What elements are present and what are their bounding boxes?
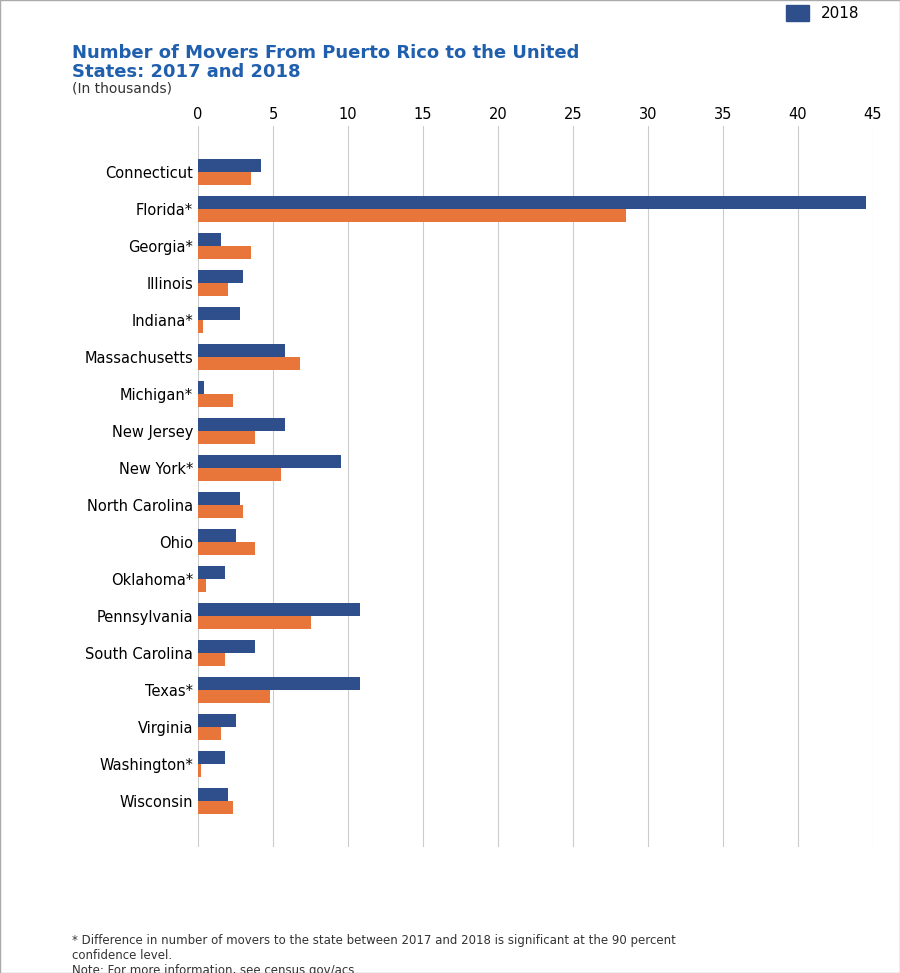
Bar bbox=[198, 640, 255, 653]
Bar bbox=[198, 616, 310, 629]
Bar bbox=[198, 209, 626, 222]
Bar bbox=[198, 677, 360, 690]
Bar bbox=[198, 579, 205, 592]
Bar bbox=[198, 431, 255, 444]
Bar bbox=[198, 394, 232, 407]
Bar bbox=[198, 529, 236, 542]
Bar bbox=[198, 455, 340, 468]
Text: (In thousands): (In thousands) bbox=[72, 82, 172, 95]
Bar bbox=[198, 234, 220, 246]
Bar bbox=[198, 505, 243, 518]
Bar bbox=[198, 344, 285, 357]
Bar bbox=[198, 283, 228, 296]
Bar bbox=[198, 246, 250, 259]
Bar bbox=[198, 418, 285, 431]
Bar bbox=[198, 160, 261, 172]
Bar bbox=[198, 381, 204, 394]
Bar bbox=[198, 764, 201, 776]
Bar bbox=[198, 801, 232, 813]
Bar bbox=[198, 307, 240, 320]
Bar bbox=[198, 727, 220, 739]
Bar bbox=[198, 270, 243, 283]
Bar bbox=[198, 492, 240, 505]
Bar bbox=[198, 603, 360, 616]
Bar bbox=[198, 714, 236, 727]
Bar bbox=[198, 320, 202, 333]
Text: Number of Movers From Puerto Rico to the United: Number of Movers From Puerto Rico to the… bbox=[72, 44, 580, 61]
Text: States: 2017 and 2018: States: 2017 and 2018 bbox=[72, 63, 301, 81]
Bar bbox=[198, 172, 250, 185]
Legend: 2017, 2018: 2017, 2018 bbox=[779, 0, 866, 27]
Bar bbox=[198, 468, 281, 481]
Bar bbox=[198, 566, 225, 579]
Bar bbox=[198, 197, 866, 209]
Bar bbox=[198, 653, 225, 666]
Bar bbox=[198, 690, 270, 703]
Bar bbox=[198, 751, 225, 764]
Bar bbox=[198, 542, 255, 555]
Bar bbox=[198, 357, 300, 370]
Text: * Difference in number of movers to the state between 2017 and 2018 is significa: * Difference in number of movers to the … bbox=[72, 934, 676, 973]
Bar bbox=[198, 788, 228, 801]
